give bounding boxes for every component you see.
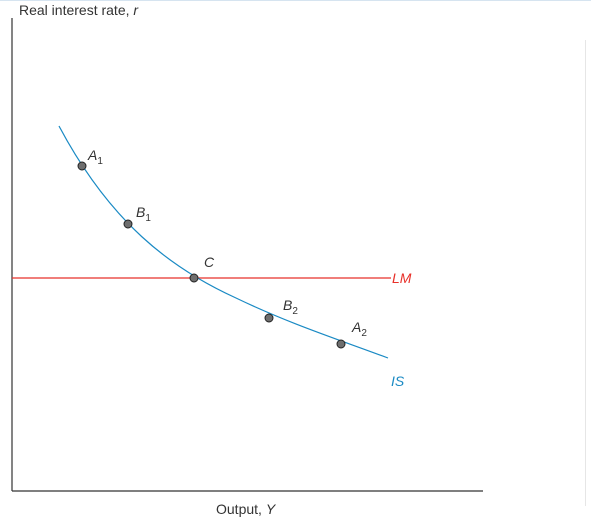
- point-b2: B2: [264, 297, 298, 323]
- is-label: IS: [391, 373, 405, 389]
- point-b1-marker: [123, 219, 133, 229]
- point-b2-label: B2: [283, 297, 298, 317]
- point-a1-marker: [77, 161, 87, 171]
- top-border: [0, 0, 591, 1]
- point-a2-marker: [336, 339, 346, 349]
- x-axis-label: Output, Y: [216, 501, 277, 517]
- point-c-label: C: [204, 254, 215, 270]
- point-a2: A2: [336, 319, 367, 349]
- point-c: C: [189, 254, 215, 283]
- right-edge-panel: [585, 40, 591, 506]
- y-axis-label: Real interest rate, r: [19, 2, 139, 18]
- point-b1: B1: [123, 204, 151, 229]
- point-a1: A1: [77, 147, 103, 171]
- point-b2-marker: [264, 313, 274, 323]
- point-c-marker: [189, 273, 199, 283]
- is-curve: [58, 125, 389, 359]
- point-a1-label: A1: [87, 147, 103, 167]
- point-a2-label: A2: [351, 319, 367, 339]
- point-b1-label: B1: [136, 204, 151, 224]
- lm-label: LM: [392, 270, 412, 286]
